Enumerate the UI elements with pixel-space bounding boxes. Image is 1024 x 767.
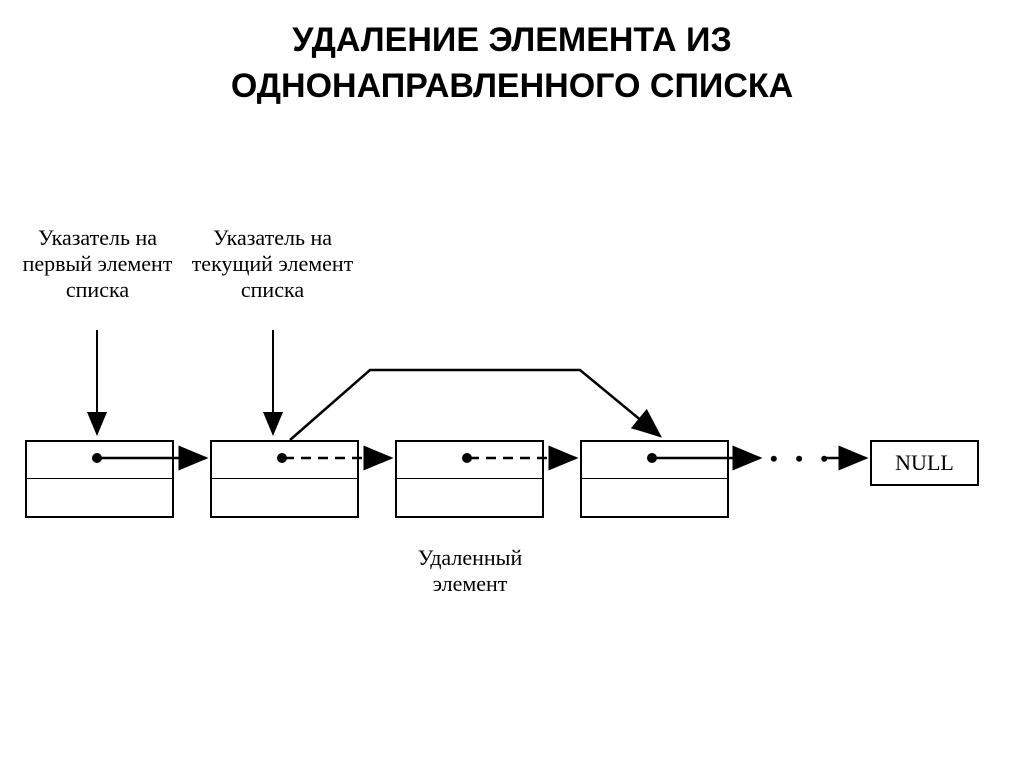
diagram-svg: [0, 0, 1024, 767]
arrow-bypass: [290, 370, 660, 440]
